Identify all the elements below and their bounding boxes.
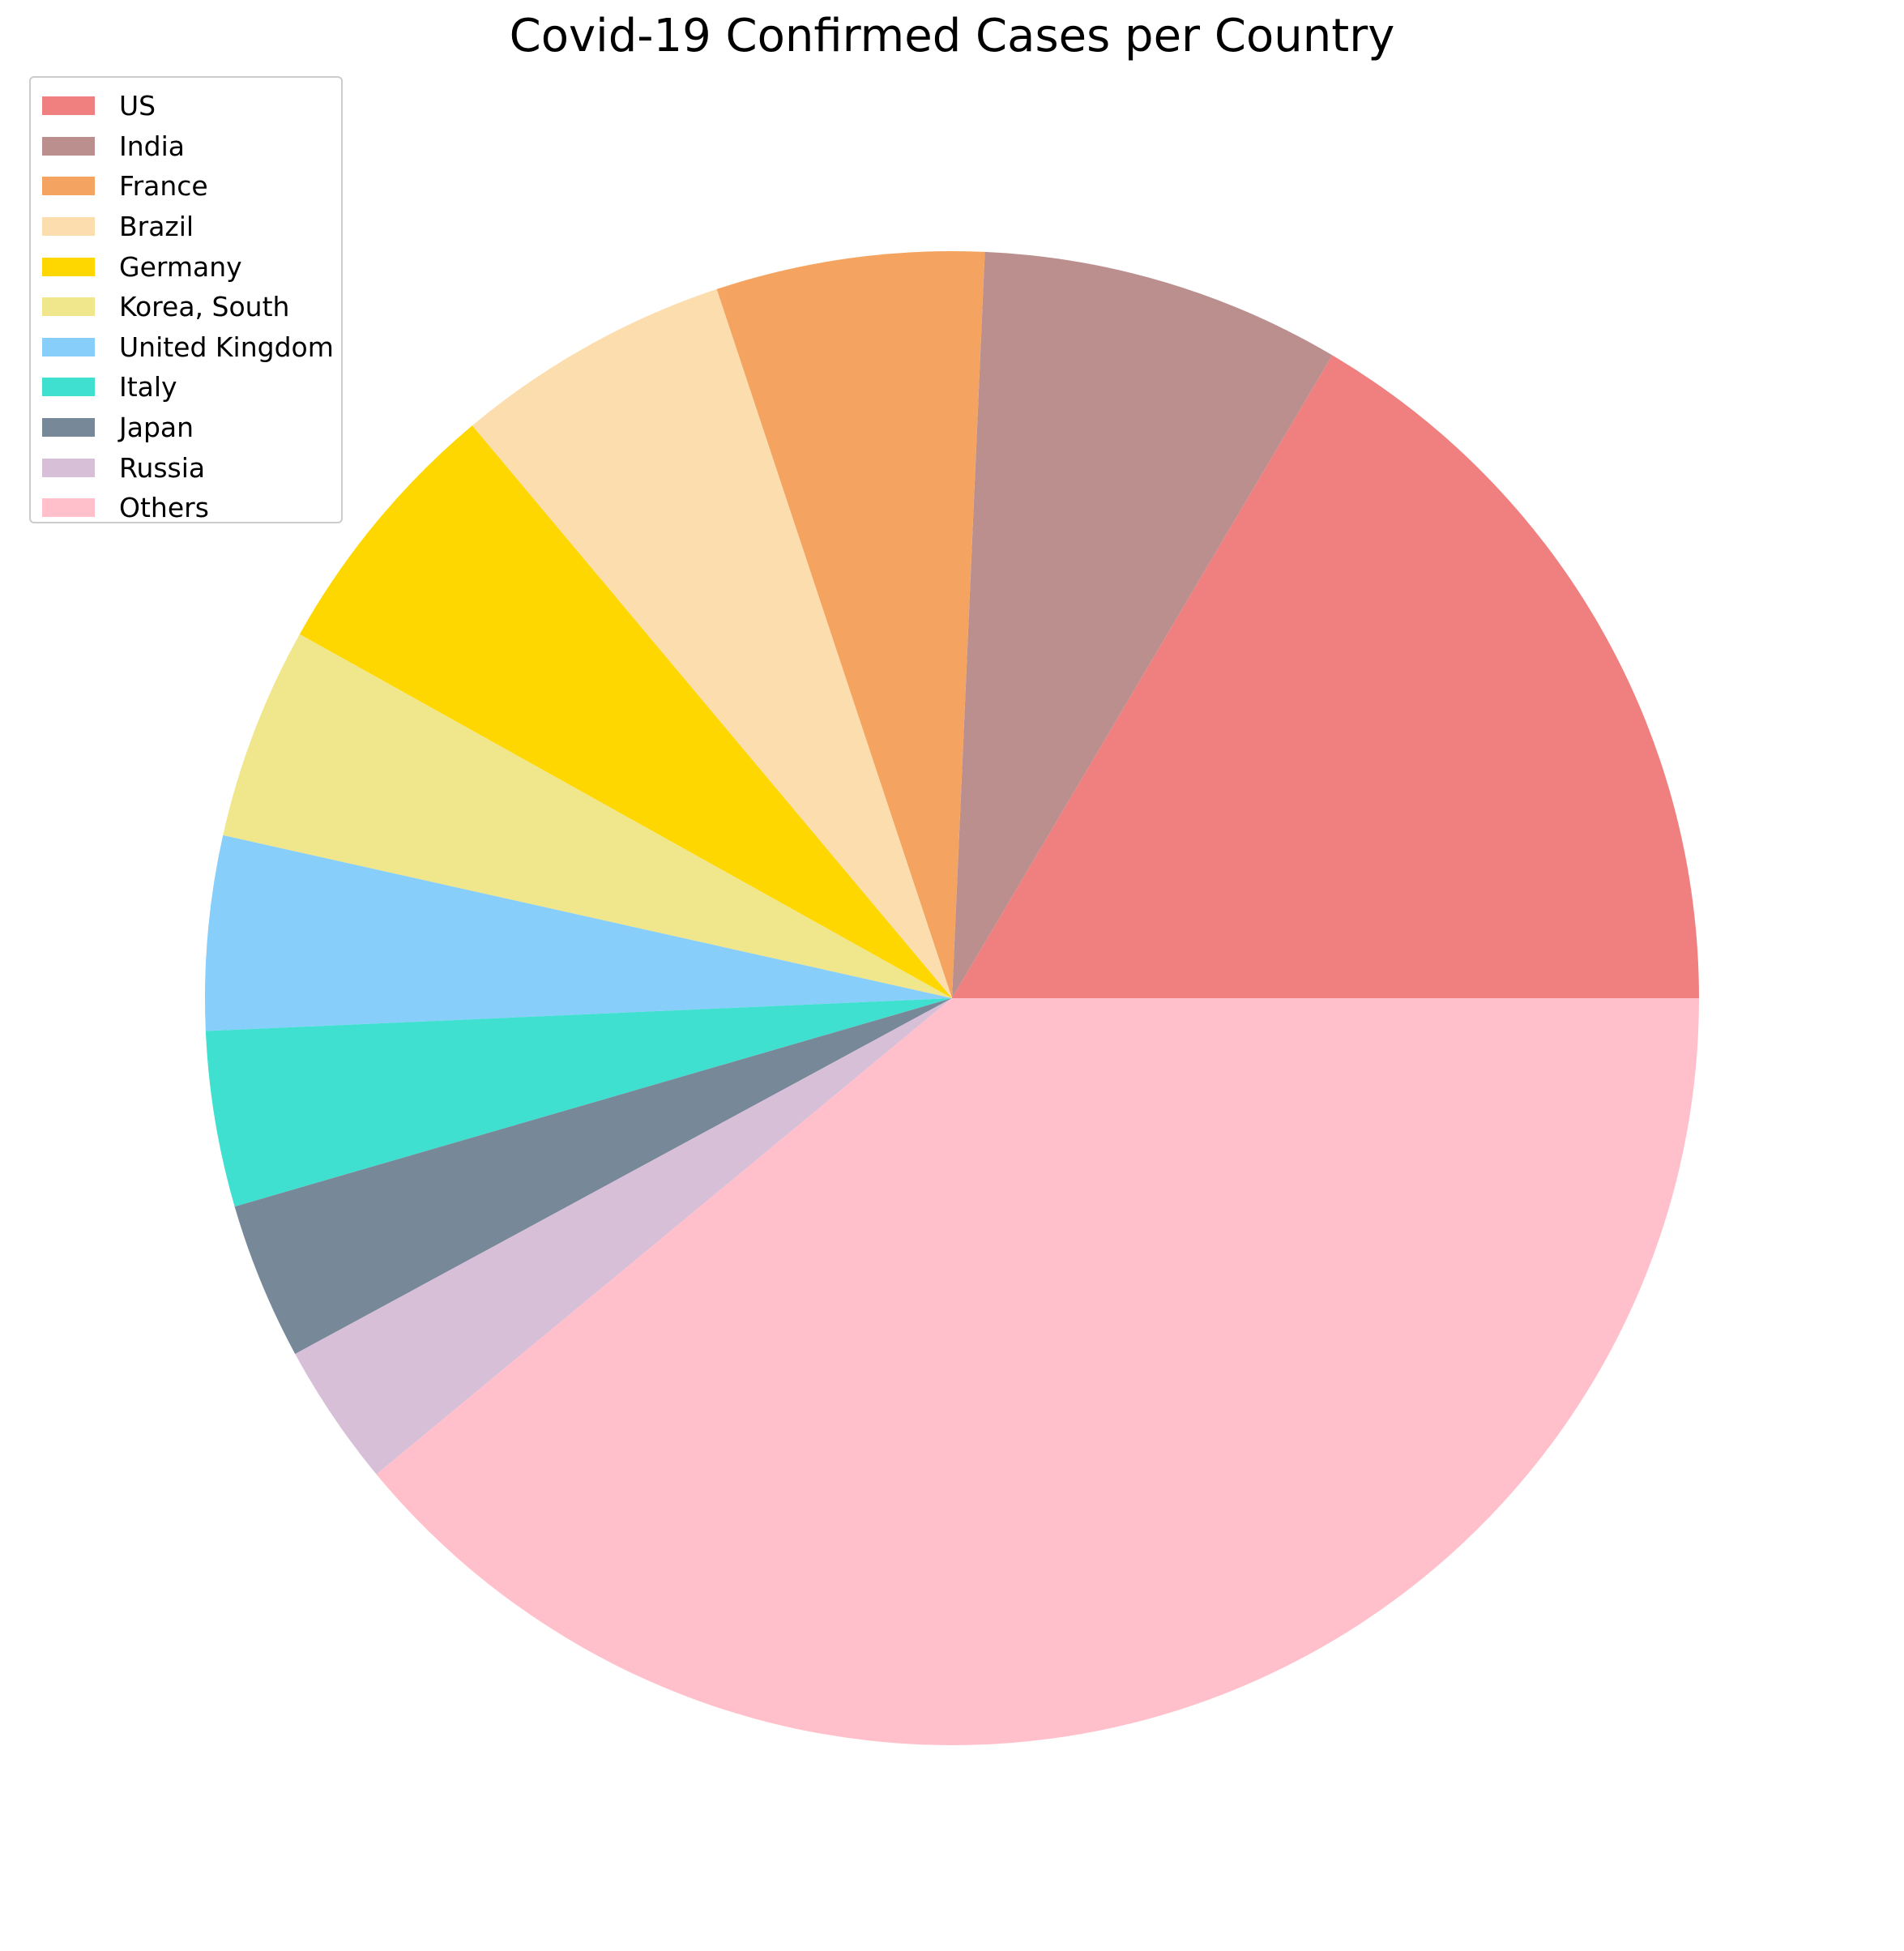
legend-label: France — [119, 170, 208, 203]
legend-label: Japan — [119, 412, 194, 444]
legend-swatch — [42, 136, 95, 156]
legend-swatch — [42, 177, 95, 196]
legend-label: United Kingdom — [119, 331, 334, 363]
legend-swatch — [42, 257, 95, 276]
legend-item: Brazil — [31, 207, 341, 247]
legend-label: Others — [119, 492, 209, 524]
legend-label: India — [119, 130, 185, 162]
chart-title: Covid-19 Confirmed Cases per Country — [509, 10, 1395, 62]
pie-slice-germany — [299, 425, 953, 998]
legend-label: Russia — [119, 451, 206, 484]
pie-slice-india — [952, 251, 1333, 998]
legend-item: US — [31, 86, 341, 126]
legend-label: Italy — [119, 371, 177, 403]
pie-slice-us — [952, 355, 1699, 998]
legend-item: United Kingdom — [31, 327, 341, 368]
pie-slice-brazil — [472, 288, 952, 998]
legend-swatch — [42, 217, 95, 237]
legend-item: France — [31, 166, 341, 207]
pie-slice-united-kingdom — [204, 835, 953, 1031]
legend-label: Germany — [119, 250, 242, 283]
legend-swatch — [42, 418, 95, 438]
legend-item: Germany — [31, 246, 341, 287]
legend-label: Brazil — [119, 211, 194, 243]
legend-swatch — [42, 498, 95, 518]
pie-slice-france — [716, 250, 985, 998]
legend-swatch — [42, 378, 95, 397]
pie-slice-italy — [205, 998, 952, 1207]
legend-item: Others — [31, 488, 341, 528]
legend-swatch — [42, 96, 95, 116]
legend-label: Korea, South — [119, 291, 290, 323]
pie-slices — [204, 250, 1700, 1745]
pie-slice-others — [376, 998, 1700, 1745]
legend-item: India — [31, 126, 341, 167]
legend-swatch — [42, 458, 95, 477]
legend-swatch — [42, 337, 95, 356]
legend-item: Japan — [31, 408, 341, 448]
legend-swatch — [42, 297, 95, 317]
pie-slice-korea-south — [223, 634, 952, 998]
legend-item: Korea, South — [31, 287, 341, 327]
legend-label: US — [119, 90, 156, 122]
pie-slice-japan — [234, 998, 952, 1355]
legend-item: Russia — [31, 447, 341, 488]
pie-slice-russia — [295, 998, 952, 1475]
legend-item: Italy — [31, 367, 341, 408]
legend: US India France Brazil Germany Korea, South Un… — [29, 76, 343, 523]
